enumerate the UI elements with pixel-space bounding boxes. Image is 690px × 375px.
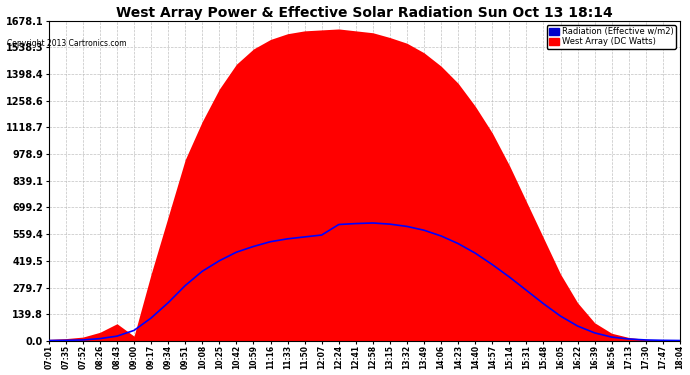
Legend: Radiation (Effective w/m2), West Array (DC Watts): Radiation (Effective w/m2), West Array (…: [546, 25, 676, 49]
Title: West Array Power & Effective Solar Radiation Sun Oct 13 18:14: West Array Power & Effective Solar Radia…: [116, 6, 613, 20]
Text: Copyright 2013 Cartronics.com: Copyright 2013 Cartronics.com: [7, 39, 126, 48]
